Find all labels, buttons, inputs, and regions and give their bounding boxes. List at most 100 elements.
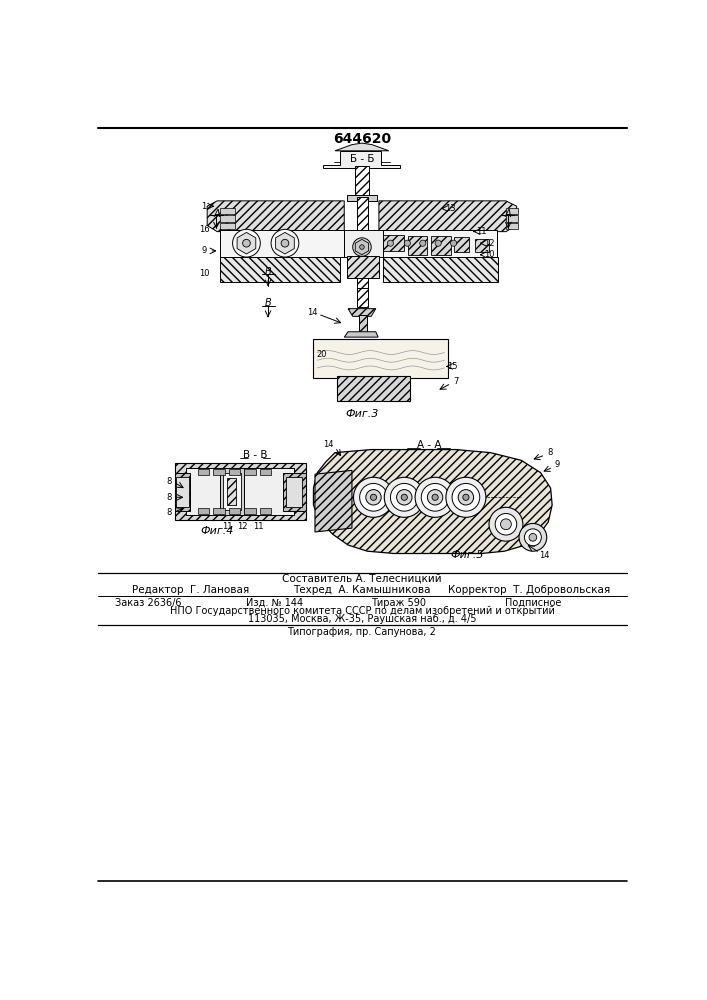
Text: 16: 16 [199,225,209,234]
Bar [357,197,368,243]
Text: В - В: В - В [243,450,268,460]
Bar [357,288,368,307]
Circle shape [432,494,438,500]
Circle shape [463,494,469,500]
Bar [198,508,209,514]
Circle shape [360,483,387,511]
Text: 7: 7 [453,377,459,386]
Text: Редактор  Г. Лановая: Редактор Г. Лановая [132,585,249,595]
Bar [506,208,518,214]
Bar [506,223,518,229]
Circle shape [354,477,394,517]
Text: Фиг.4: Фиг.4 [201,526,234,536]
Text: А: А [213,209,220,219]
Bar [259,469,271,475]
Text: 13: 13 [445,204,456,213]
Bar [214,508,225,514]
Circle shape [495,513,517,535]
Bar [219,223,235,229]
Text: 9: 9 [201,246,206,255]
Text: 113035, Москва, Ж-35, Раушская наб., д. 4/5: 113035, Москва, Ж-35, Раушская наб., д. … [247,614,477,624]
Circle shape [529,533,537,541]
Text: 644620: 644620 [333,132,391,146]
Bar [357,266,368,289]
Circle shape [366,490,381,505]
Bar [187,468,294,515]
Bar [346,195,378,201]
Circle shape [402,494,407,500]
Circle shape [390,483,418,511]
Text: Тираж 590: Тираж 590 [370,598,426,608]
Bar [344,230,382,257]
Circle shape [525,529,542,546]
Text: 14: 14 [307,308,317,317]
Bar [214,469,225,475]
Circle shape [420,240,426,246]
Text: Заказ 2636/6: Заказ 2636/6 [115,598,181,608]
Bar [223,473,241,510]
Circle shape [435,240,441,246]
Text: 12: 12 [484,239,494,248]
Polygon shape [276,232,294,254]
Circle shape [446,477,486,517]
Polygon shape [344,332,378,337]
Text: А - А: А - А [416,440,441,450]
Circle shape [404,240,411,246]
Bar [176,477,189,507]
Bar [454,237,469,252]
Polygon shape [379,201,517,232]
Bar [359,315,366,332]
Polygon shape [356,239,368,255]
Circle shape [458,490,474,505]
Text: Составитель А. Телесницкий: Составитель А. Телесницкий [282,574,442,584]
Bar [286,477,302,507]
Circle shape [428,490,443,505]
Bar [219,468,244,515]
Circle shape [397,490,412,505]
Bar [506,215,518,222]
Bar [346,256,379,278]
Text: Типография, пр. Сапунова, 2: Типография, пр. Сапунова, 2 [288,627,436,637]
Bar [229,508,240,514]
Bar [175,463,305,520]
Text: 15: 15 [447,362,457,371]
Bar [355,166,369,197]
Bar [219,230,344,257]
Circle shape [519,523,547,551]
Bar [227,478,236,505]
Circle shape [415,477,455,517]
Text: Фиг.5: Фиг.5 [451,550,484,560]
Circle shape [452,483,480,511]
Bar [283,473,305,511]
Circle shape [450,240,457,246]
Bar [313,339,448,378]
Circle shape [281,239,288,247]
Circle shape [370,494,377,500]
Polygon shape [335,143,389,151]
Text: 8: 8 [547,448,552,457]
Text: 11: 11 [253,522,263,531]
Circle shape [271,229,299,257]
Bar [229,469,240,475]
Circle shape [353,238,371,256]
Polygon shape [348,309,376,316]
Bar [244,508,256,514]
Text: 12: 12 [238,522,248,531]
Text: Техред  А. Камышникова: Техред А. Камышникова [293,585,431,595]
Text: Корректор  Т. Добровольская: Корректор Т. Добровольская [448,585,610,595]
Circle shape [233,229,260,257]
Polygon shape [313,450,552,554]
Circle shape [385,477,424,517]
Text: 9: 9 [555,460,560,469]
Polygon shape [237,232,256,254]
Text: 8: 8 [166,493,171,502]
Circle shape [243,239,250,247]
Bar [337,376,409,401]
Polygon shape [315,470,352,532]
Text: Фиг.3: Фиг.3 [345,409,379,419]
Bar [475,239,489,252]
Text: 8: 8 [166,508,171,517]
Circle shape [387,240,394,246]
Text: 14: 14 [539,551,550,560]
Circle shape [501,519,511,530]
